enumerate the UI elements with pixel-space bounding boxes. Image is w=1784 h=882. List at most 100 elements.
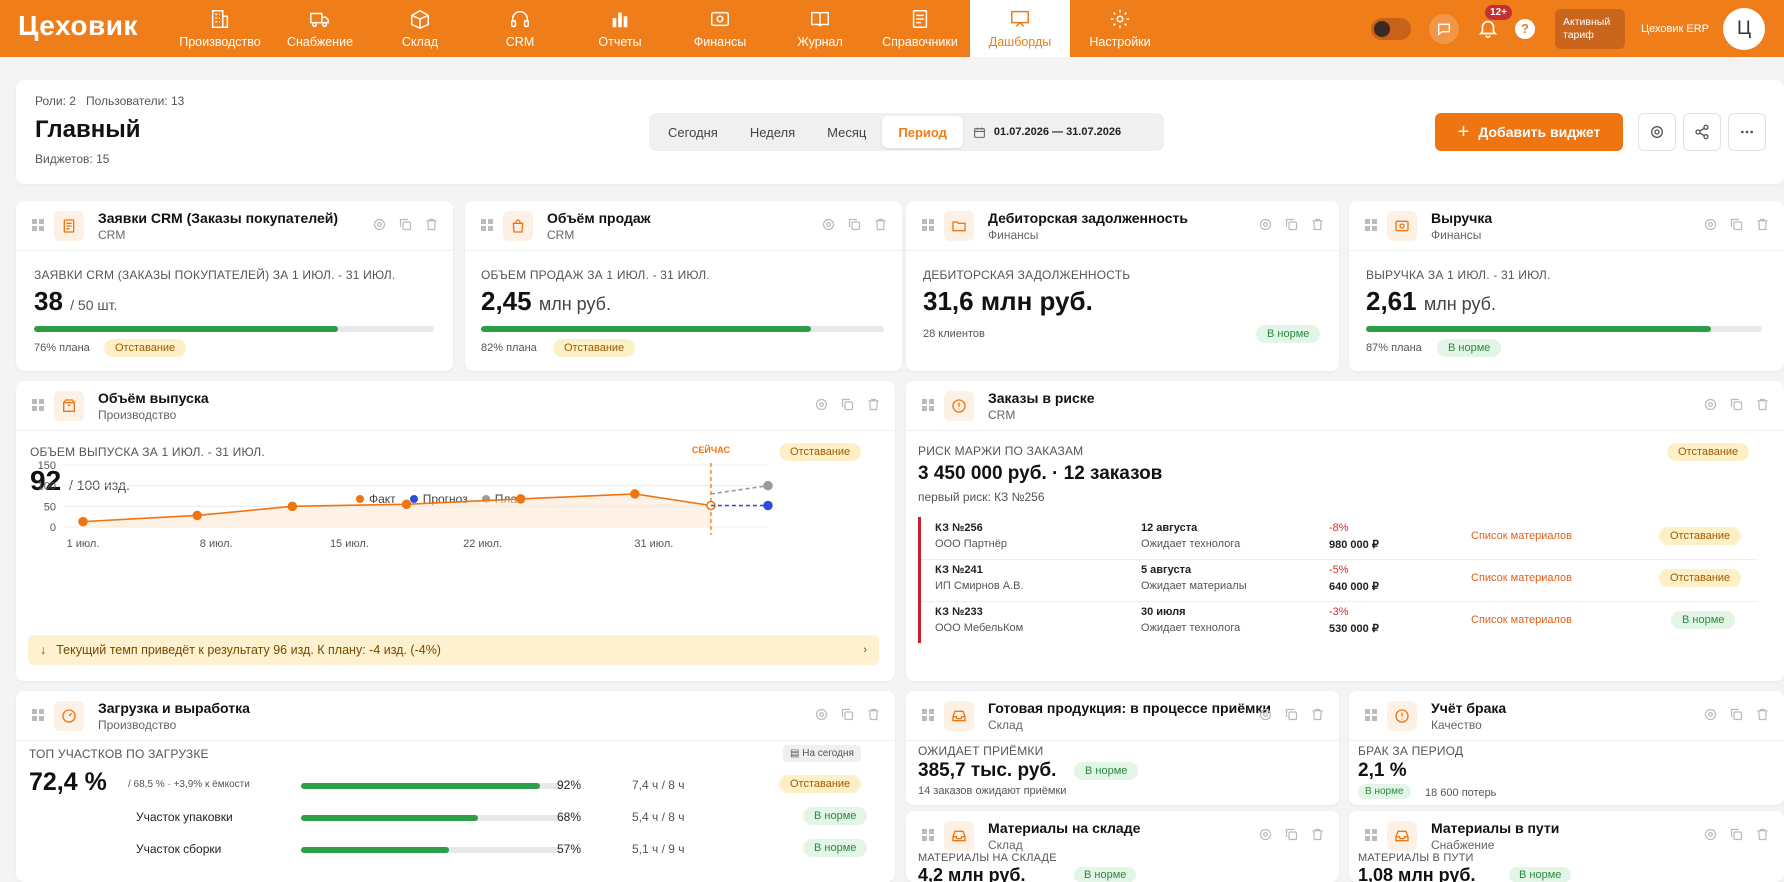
gear-icon [1651,126,1663,138]
nav-item-references[interactable]: Справочники [870,0,970,57]
nav-item-production[interactable]: Производство [170,0,270,57]
drag-handle-icon[interactable] [32,709,44,721]
trash-icon[interactable] [1755,217,1770,232]
trash-icon[interactable] [1755,397,1770,412]
widget-tools [814,707,881,722]
dashboard-settings-button[interactable] [1638,113,1676,151]
nav-item-warehouse[interactable]: Склад [370,0,470,57]
tariff-badge[interactable]: Активный тариф [1555,8,1626,49]
copy-icon[interactable] [1729,827,1744,842]
order-state: Ожидает технолога [1141,622,1241,634]
settings-icon[interactable] [821,217,836,232]
settings-icon[interactable] [1703,827,1718,842]
copy-icon[interactable] [398,217,413,232]
copy-icon[interactable] [1729,397,1744,412]
trash-icon[interactable] [1310,217,1325,232]
copy-icon[interactable] [1729,217,1744,232]
app-logo[interactable]: Цеховик [18,10,138,41]
more-button[interactable] [1728,113,1766,151]
settings-icon[interactable] [1703,217,1718,232]
copy-icon[interactable] [1284,707,1299,722]
package-icon [54,391,84,421]
date-range-picker[interactable]: 01.07.2026 — 31.07.2026 [973,126,1121,139]
trash-icon[interactable] [1310,827,1325,842]
kpi-value: 4,2 млн руб. [918,865,1026,882]
materials-link[interactable]: Список материалов [1471,572,1573,584]
settings-icon[interactable] [814,707,829,722]
settings-icon[interactable] [1258,217,1273,232]
nav-item-finance[interactable]: Финансы [670,0,770,57]
y-tick-label: 50 [44,501,56,513]
drag-handle-icon[interactable] [922,399,934,411]
forecast-banner[interactable]: ↓ Текущий темп приведёт к результату 96 … [28,635,879,665]
kpi-label: БРАК ЗА ПЕРИОД [1358,744,1464,758]
plan-percent: 76% плана [34,342,90,354]
users-count: Пользователи: 13 [85,94,185,108]
help-button[interactable]: ? [1515,18,1536,39]
drag-handle-icon[interactable] [922,829,934,841]
company-name[interactable]: Цеховик ERP [1641,22,1709,35]
margin-pct: -8% [1329,522,1349,534]
chevron-right-icon: › [863,644,867,656]
load-pct: 57% [557,842,582,856]
drag-handle-icon[interactable] [922,709,934,721]
materials-link[interactable]: Список материалов [1471,614,1573,626]
calendar-icon [973,127,985,138]
widget-header: Объём выпуска Производство [16,381,895,431]
settings-icon[interactable] [1703,397,1718,412]
copy-icon[interactable] [1284,217,1299,232]
settings-icon[interactable] [1258,827,1273,842]
drag-handle-icon[interactable] [32,219,44,231]
add-widget-button[interactable]: + Добавить виджет [1435,113,1623,151]
trash-icon[interactable] [873,217,888,232]
copy-icon[interactable] [1284,827,1299,842]
nav-item-reports[interactable]: Отчеты [570,0,670,57]
trash-icon[interactable] [424,217,439,232]
copy-icon[interactable] [840,397,855,412]
nav-item-supply[interactable]: Снабжение [270,0,370,57]
nav-item-settings[interactable]: Настройки [1070,0,1170,57]
nav-item-journal[interactable]: Журнал [770,0,870,57]
risk-row[interactable]: КЗ №256 ООО Партнёр 12 августа Ожидает т… [918,517,1758,559]
settings-icon[interactable] [1703,707,1718,722]
materials-link[interactable]: Список материалов [1471,530,1573,542]
settings-icon[interactable] [372,217,387,232]
period-today[interactable]: Сегодня [668,124,718,140]
drag-handle-icon[interactable] [1365,709,1377,721]
trash-icon[interactable] [866,707,881,722]
drag-handle-icon[interactable] [481,219,493,231]
trash-icon[interactable] [1310,707,1325,722]
trash-icon[interactable] [866,397,881,412]
widgets-count: Виджетов: 15 [35,152,110,166]
settings-icon[interactable] [1258,707,1273,722]
theme-toggle[interactable] [1371,17,1412,40]
nav-item-crm[interactable]: CRM [470,0,570,57]
settings-icon[interactable] [814,397,829,412]
data-point [630,489,640,499]
widget-materials-transit: Материалы в пути Снабжение МАТЕРИАЛЫ В П… [1349,811,1784,882]
chat-button[interactable] [1429,13,1460,44]
legend-fact: Факт [356,492,396,506]
widget-title: Дебиторская задолженность [988,210,1189,226]
load-hours: 5,1 ч / 9 ч [632,842,685,856]
risk-row[interactable]: КЗ №241 ИП Смирнов А.В. 5 августа Ожидае… [918,559,1758,601]
risk-row[interactable]: КЗ №233 ООО МебельКом 30 июля Ожидает те… [918,601,1758,643]
share-button[interactable] [1683,113,1721,151]
trash-icon[interactable] [1755,827,1770,842]
drag-handle-icon[interactable] [32,399,44,411]
today-filter[interactable]: ▤ На сегодня [783,745,861,762]
drag-handle-icon[interactable] [1365,219,1377,231]
copy-icon[interactable] [847,217,862,232]
copy-icon[interactable] [1729,707,1744,722]
trash-icon[interactable] [1755,707,1770,722]
copy-icon[interactable] [840,707,855,722]
period-week[interactable]: Неделя [749,124,796,140]
kpi-label: ОБЪЕМ ВЫПУСКА ЗА 1 ИЮЛ. - 31 ИЮЛ. [30,445,265,459]
avatar[interactable]: Ц [1723,7,1765,50]
notifications-button[interactable]: 12+ [1477,4,1512,41]
drag-handle-icon[interactable] [1365,829,1377,841]
drag-handle-icon[interactable] [922,219,934,231]
period-custom[interactable]: Период [882,116,963,148]
period-month[interactable]: Месяц [827,124,867,140]
nav-item-dashboards[interactable]: Дашборды [970,0,1070,57]
